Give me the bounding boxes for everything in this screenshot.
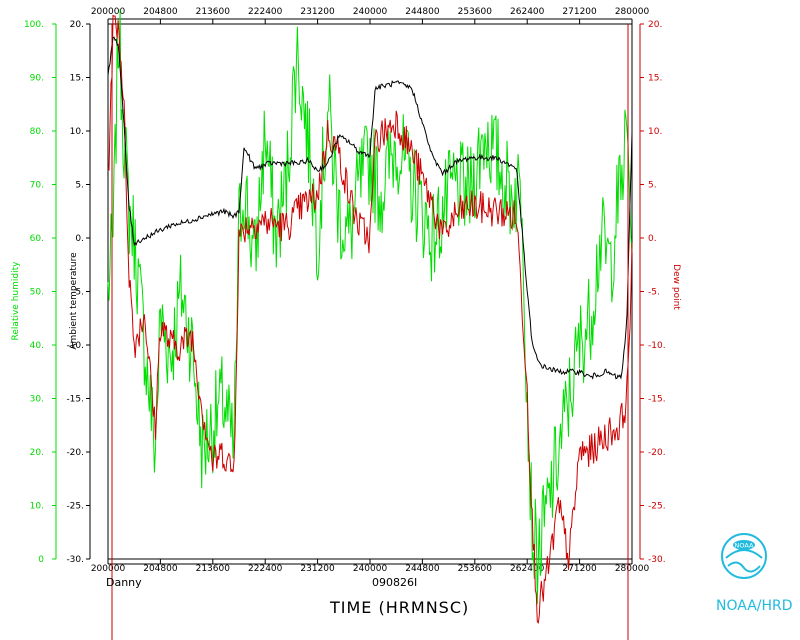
x-tick-label-top: 213600 xyxy=(196,7,231,17)
dp-tick-label: 10. xyxy=(648,127,662,137)
x-tick-label: 240000 xyxy=(353,564,388,574)
x-tick-label: 200000 xyxy=(91,564,126,574)
x-tick-label-top: 200000 xyxy=(91,7,126,17)
temp-tick-label: 15. xyxy=(70,74,84,84)
rh-tick-label: 30. xyxy=(30,395,44,405)
x-tick-label-top: 231200 xyxy=(300,7,335,17)
temp-tick-label: 0. xyxy=(75,234,84,244)
x-tick-label: 213600 xyxy=(196,564,231,574)
rh-tick-label: 70. xyxy=(30,181,44,191)
rh-tick-label: 100. xyxy=(24,20,44,30)
temp-tick-label: -25. xyxy=(66,502,84,512)
rh-tick-label: 90. xyxy=(30,74,44,84)
temp-tick-label: -30. xyxy=(66,555,84,565)
dp-tick-label: 15. xyxy=(648,74,662,84)
rh-tick-label: 60. xyxy=(30,234,44,244)
temp-tick-label: 10. xyxy=(70,127,84,137)
dp-tick-label: 0. xyxy=(648,234,657,244)
x-tick-label-top: 244800 xyxy=(405,7,440,17)
x-tick-label: 244800 xyxy=(405,564,440,574)
dewpoint-axis-title: Dew point xyxy=(671,264,681,310)
rh-tick-label: 40. xyxy=(30,341,44,351)
x-tick-label: 253600 xyxy=(458,564,493,574)
noaa-hrd-label: NOAA/HRD xyxy=(716,598,793,614)
x-tick-label-top: 240000 xyxy=(353,7,388,17)
x-tick-label: 262400 xyxy=(510,564,545,574)
x-tick-label: 204800 xyxy=(143,564,178,574)
date-code: 090826I xyxy=(372,576,418,589)
temp-tick-label: -20. xyxy=(66,448,84,458)
rh-tick-label: 20. xyxy=(30,448,44,458)
temp-tick-label: 20. xyxy=(70,20,84,30)
x-tick-label-top: 271200 xyxy=(562,7,597,17)
x-tick-label: 222400 xyxy=(248,564,283,574)
temp-tick-label: -5. xyxy=(72,288,84,298)
dp-tick-label: 20. xyxy=(648,20,662,30)
storm-name: Danny xyxy=(106,576,142,589)
dp-tick-label: -15. xyxy=(648,395,666,405)
logo-emblem-text: NOAA xyxy=(735,542,754,550)
dp-tick-label: -5. xyxy=(648,288,660,298)
rh-tick-label: 10. xyxy=(30,502,44,512)
x-tick-label-top: 262400 xyxy=(510,7,545,17)
x-tick-label: 231200 xyxy=(300,564,335,574)
series-line-dew-point xyxy=(107,14,633,624)
rh-tick-label: 80. xyxy=(30,127,44,137)
dp-tick-label: -20. xyxy=(648,448,666,458)
dp-tick-label: -30. xyxy=(648,555,666,565)
x-tick-label-top: 222400 xyxy=(248,7,283,17)
x-tick-label: 280000 xyxy=(615,564,650,574)
x-tick-label-top: 280000 xyxy=(615,7,650,17)
series-line-relative-humidity xyxy=(107,9,633,605)
temp-tick-label: 5. xyxy=(75,181,84,191)
temp-tick-label: -10. xyxy=(66,341,84,351)
x-axis-title: TIME (HRMNSC) xyxy=(330,598,470,617)
x-tick-label: 271200 xyxy=(562,564,597,574)
dp-tick-label: 5. xyxy=(648,181,657,191)
series-line-ambient-temperature xyxy=(107,36,633,380)
x-tick-label-top: 253600 xyxy=(458,7,493,17)
rh-tick-label: 50. xyxy=(30,288,44,298)
x-tick-label-top: 204800 xyxy=(143,7,178,17)
rh-axis-title: Relative humidity xyxy=(11,261,21,341)
dp-tick-label: -10. xyxy=(648,341,666,351)
temp-tick-label: -15. xyxy=(66,395,84,405)
rh-tick-label: 0 xyxy=(38,555,44,565)
temp-axis-title: Ambient temperature xyxy=(69,252,79,350)
noaa-logo-icon: NOAA xyxy=(721,533,767,579)
dp-tick-label: -25. xyxy=(648,502,666,512)
